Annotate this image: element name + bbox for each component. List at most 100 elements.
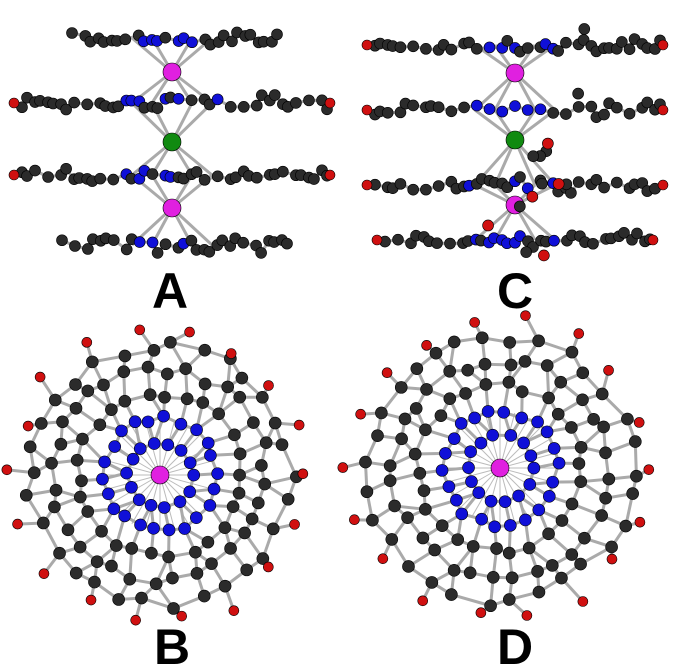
atom <box>503 336 516 349</box>
atom <box>226 500 240 513</box>
atom <box>514 200 526 213</box>
atom <box>269 89 281 101</box>
atom <box>618 227 630 239</box>
atom <box>518 355 532 368</box>
atom <box>465 475 478 488</box>
atom <box>603 365 614 376</box>
atom <box>69 378 82 391</box>
atom <box>90 555 104 568</box>
atom <box>203 499 217 512</box>
atom <box>162 132 182 152</box>
atom <box>190 166 203 178</box>
atom <box>450 493 463 507</box>
atom <box>413 467 427 480</box>
atom <box>290 97 302 109</box>
atom <box>81 337 93 348</box>
atom <box>455 507 469 521</box>
atom <box>115 424 128 438</box>
atom <box>255 247 267 259</box>
atom <box>29 164 41 177</box>
atom <box>141 415 155 429</box>
atom <box>133 236 146 248</box>
atom <box>574 440 588 454</box>
atom <box>471 99 483 112</box>
atom <box>197 589 211 603</box>
atom <box>95 524 108 538</box>
atom <box>128 415 142 429</box>
atom <box>201 535 215 549</box>
atom <box>565 497 579 511</box>
atom <box>324 97 336 109</box>
atom <box>88 575 101 589</box>
atom <box>157 501 171 514</box>
atom <box>174 417 188 431</box>
atom <box>502 546 516 560</box>
atom <box>522 541 536 555</box>
atom <box>641 96 654 109</box>
atom <box>201 436 215 450</box>
atom <box>271 28 283 41</box>
atom <box>207 482 221 496</box>
atom <box>552 178 565 190</box>
atom <box>435 464 449 477</box>
atom <box>263 561 274 573</box>
atom <box>595 509 608 522</box>
atom <box>428 543 441 557</box>
atom <box>538 249 550 262</box>
atom <box>237 101 250 113</box>
atom <box>597 420 610 434</box>
atom <box>463 36 475 49</box>
atom <box>293 419 305 431</box>
atom <box>162 198 182 218</box>
atom <box>381 106 394 119</box>
atom <box>435 519 449 532</box>
atom <box>475 607 487 619</box>
atom <box>361 179 373 191</box>
atom <box>392 233 404 246</box>
atom <box>504 429 518 442</box>
atom <box>496 105 509 118</box>
atom <box>97 378 110 392</box>
atom <box>120 466 133 480</box>
atom <box>34 417 48 430</box>
atom <box>634 516 646 528</box>
atom <box>198 377 212 391</box>
atom <box>218 579 232 593</box>
atom <box>429 346 443 360</box>
atom <box>445 105 458 118</box>
atom <box>394 178 407 190</box>
atom <box>371 429 384 442</box>
panel-label: A <box>152 263 188 319</box>
atom <box>472 486 486 499</box>
atom <box>466 540 480 553</box>
atom <box>237 236 249 249</box>
atom <box>657 104 669 116</box>
atom <box>419 503 432 516</box>
atom <box>277 165 289 178</box>
atom <box>146 236 159 249</box>
atom <box>395 432 408 446</box>
bond <box>131 474 161 524</box>
atom <box>228 428 241 442</box>
atom <box>481 405 495 418</box>
atom <box>178 522 191 535</box>
atom <box>471 43 483 55</box>
atom <box>228 605 240 616</box>
atom <box>147 343 161 357</box>
atom <box>205 557 218 570</box>
atom <box>498 495 512 509</box>
atom <box>459 387 472 400</box>
atom <box>82 243 94 255</box>
atom <box>183 485 197 499</box>
atom <box>401 511 414 524</box>
atom <box>180 392 194 406</box>
atom <box>359 455 372 469</box>
atom <box>49 483 63 497</box>
atom <box>447 432 461 445</box>
atom <box>521 42 534 54</box>
atom <box>151 102 164 114</box>
atom <box>235 371 249 385</box>
atom <box>542 137 554 150</box>
atom <box>112 100 125 113</box>
atom <box>488 520 501 534</box>
